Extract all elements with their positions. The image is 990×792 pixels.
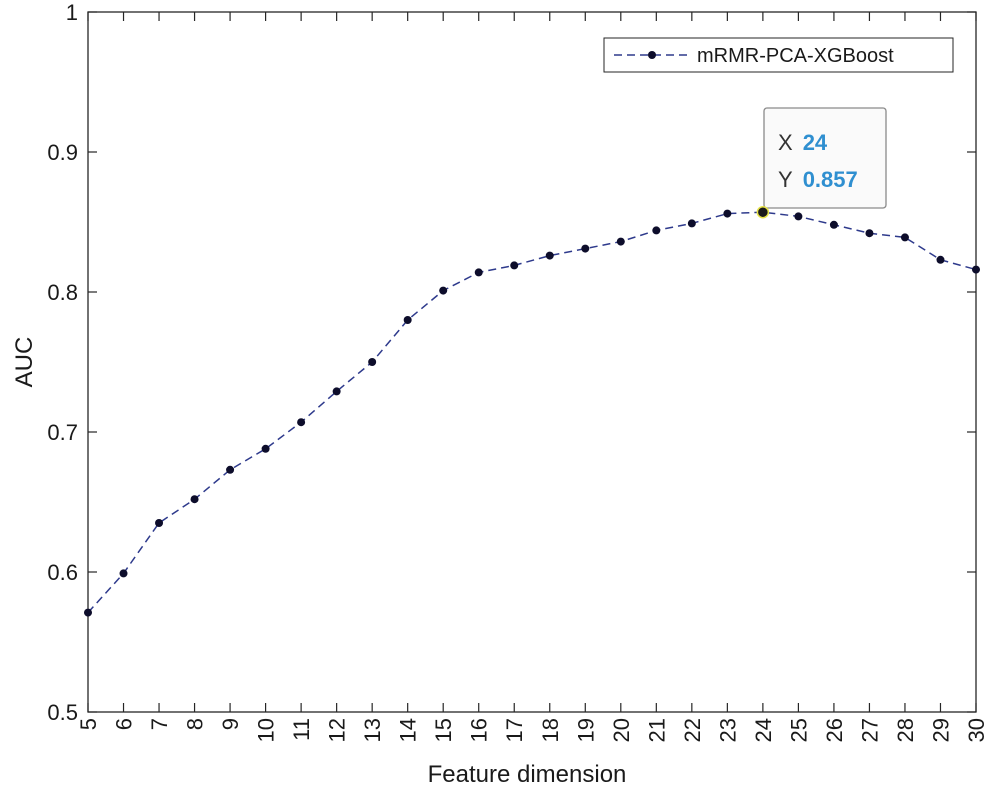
legend-entry-label: mRMR-PCA-XGBoost [697, 45, 894, 67]
x-tick-label: 24 [751, 718, 776, 742]
y-axis-title: AUC [11, 337, 38, 388]
datatip-x-value: 24 [803, 130, 828, 155]
legend-marker [648, 51, 656, 59]
x-tick-label: 29 [928, 718, 953, 742]
x-tick-label: 17 [502, 718, 527, 742]
data-point [474, 268, 483, 277]
series-line [87, 211, 977, 614]
data-point [865, 229, 874, 238]
x-tick-label: 19 [573, 718, 598, 742]
x-tick-label: 6 [112, 718, 137, 730]
x-tick-label: 27 [857, 718, 882, 742]
x-tick-label: 12 [325, 718, 350, 742]
data-point [190, 495, 199, 504]
data-point [332, 387, 341, 396]
datatip-y-key: Y [778, 167, 793, 192]
data-point [297, 418, 306, 427]
data-point [510, 261, 519, 270]
y-tick-label: 0.7 [47, 420, 78, 445]
y-tick-label: 0.9 [47, 140, 78, 165]
x-tick-label: 18 [538, 718, 563, 742]
x-tick-label: 20 [609, 718, 634, 742]
x-tick-label: 11 [289, 718, 314, 741]
x-tick-label: 16 [467, 718, 492, 742]
data-point [616, 237, 625, 246]
x-tick-label: 10 [254, 718, 279, 742]
legend: mRMR-PCA-XGBoost [603, 37, 954, 73]
data-point [581, 244, 590, 253]
data-point [829, 220, 838, 229]
datatip: X 24 Y 0.857 [756, 107, 887, 219]
data-point [723, 209, 732, 218]
x-tick-label: 8 [183, 718, 208, 730]
x-tick-label: 9 [218, 718, 243, 730]
datatip-y-row: Y 0.857 [778, 167, 858, 192]
y-tick-label: 0.5 [47, 700, 78, 725]
legend-box [603, 37, 954, 73]
data-point [84, 608, 92, 617]
x-axis-title: Feature dimension [428, 761, 627, 788]
data-point [261, 444, 270, 453]
data-point [794, 212, 803, 221]
data-point [687, 219, 696, 228]
data-point [439, 286, 448, 295]
data-point [403, 316, 412, 324]
x-tick-label: 7 [147, 718, 172, 730]
data-point [545, 251, 554, 260]
x-tick-label: 26 [822, 718, 847, 742]
data-point [119, 569, 128, 578]
x-tick-label: 23 [715, 718, 740, 742]
x-tick-label: 21 [644, 718, 669, 742]
data-point [936, 255, 945, 264]
data-point [155, 519, 164, 527]
x-tick-label: 30 [964, 718, 989, 742]
datatip-y-value: 0.857 [803, 167, 858, 192]
data-point [972, 265, 980, 274]
y-tick-label: 0.8 [47, 280, 78, 305]
x-tick-label: 22 [680, 718, 705, 742]
y-tick-label: 1 [66, 0, 78, 25]
y-axis: 0.5 0.6 0.7 0.8 0.9 1 [47, 0, 976, 725]
y-tick-label: 0.6 [47, 560, 78, 585]
x-tick-label: 28 [893, 718, 918, 742]
x-tick-label: 25 [786, 718, 811, 742]
x-tick-label: 5 [76, 718, 101, 730]
data-point [368, 358, 377, 366]
x-axis: 5 6 7 8 9 10 11 12 13 14 15 16 17 18 19 20 21 22 23 24 25 26 2… [76, 12, 989, 742]
data-point [652, 226, 661, 235]
datatip-x-row: X 24 [778, 130, 828, 155]
data-point [900, 233, 909, 242]
data-point [226, 465, 235, 474]
x-tick-label: 15 [431, 718, 456, 742]
x-tick-label: 14 [396, 718, 421, 742]
x-tick-label: 13 [360, 718, 385, 742]
datatip-highlight-point [756, 205, 770, 219]
datatip-x-key: X [778, 130, 793, 155]
datatip-box [763, 107, 887, 209]
